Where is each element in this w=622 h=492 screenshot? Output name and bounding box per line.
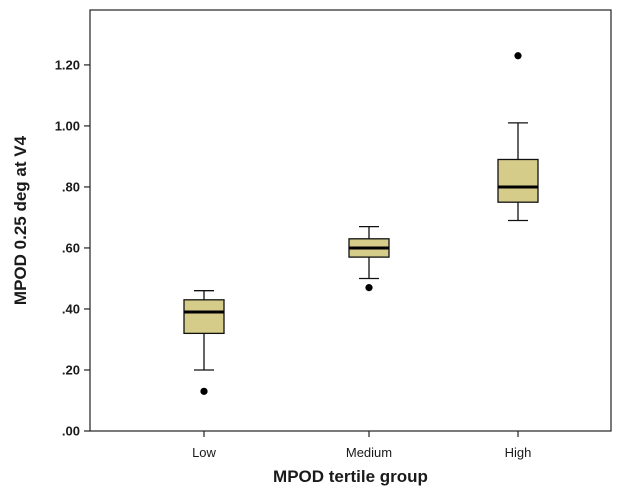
box-high xyxy=(497,52,539,222)
box-iqr xyxy=(183,299,225,335)
plot-area xyxy=(89,9,612,432)
x-category-label: Low xyxy=(192,445,216,460)
x-axis: Low Medium High xyxy=(192,431,531,460)
y-tick-label: .60 xyxy=(62,240,80,255)
y-tick-label: 1.20 xyxy=(55,57,80,72)
y-tick-label: .40 xyxy=(62,301,80,316)
box-iqr xyxy=(497,158,539,203)
outlier-point xyxy=(365,284,373,292)
y-axis-title: MPOD 0.25 deg at V4 xyxy=(11,135,30,305)
y-tick-label: 1.00 xyxy=(55,118,80,133)
outlier-point xyxy=(200,387,208,395)
box-medium xyxy=(348,225,390,292)
x-category-label: High xyxy=(505,445,532,460)
box-low xyxy=(183,290,225,395)
y-tick-label: .00 xyxy=(62,424,80,439)
plot-frame xyxy=(89,9,612,432)
boxes xyxy=(183,52,539,395)
x-category-label: Medium xyxy=(346,445,392,460)
y-axis: .00 .20 .40 .60 .80 1.00 1.20 xyxy=(55,57,90,439)
x-axis-title: MPOD tertile group xyxy=(273,467,428,486)
y-tick-label: .20 xyxy=(62,362,80,377)
y-tick-label: .80 xyxy=(62,179,80,194)
outlier-point xyxy=(514,52,522,60)
